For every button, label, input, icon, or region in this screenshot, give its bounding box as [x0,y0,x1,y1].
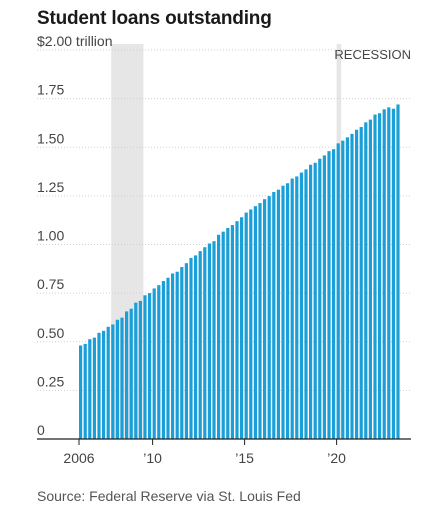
y-tick-label: 0 [37,422,45,438]
bar [327,151,331,439]
bar [212,241,216,439]
bar [129,308,133,439]
bar [359,127,363,439]
bar [230,225,234,439]
bar [198,251,202,439]
bar [345,137,349,439]
y-tick-label: 0.25 [37,373,64,389]
x-tick-label: ’20 [327,450,346,466]
x-tick-label: 2006 [63,450,94,466]
y-tick-label: 0.50 [37,325,64,341]
bar [152,288,156,439]
bar [180,267,184,439]
chart-title: Student loans outstanding [37,8,272,29]
bar [203,247,207,439]
bar [391,108,395,439]
bar [318,158,322,439]
y-tick-label: 1.00 [37,228,64,244]
bar [221,231,225,439]
bar [253,206,257,439]
recession-label: RECESSION [334,47,411,62]
bar [240,217,244,439]
bar [88,339,92,439]
bar [313,162,317,439]
bar [382,109,386,439]
bars [79,104,400,440]
bar [350,133,354,439]
x-tick-label: ’15 [235,450,254,466]
bar [355,129,359,439]
bar [171,273,175,439]
bar [97,332,101,439]
bar [368,119,372,440]
bar [120,317,124,439]
bar [244,212,248,439]
bar [263,199,267,439]
bar [79,345,83,439]
bar [396,104,400,440]
bar [189,257,193,439]
bar [378,113,382,440]
bar [207,243,211,439]
bar [148,293,152,439]
bar [115,319,119,439]
bar [309,164,313,439]
bar [138,300,142,439]
bar [161,281,165,439]
bar [175,271,179,439]
bar [267,196,271,439]
bar [92,337,96,439]
bar [299,172,303,439]
bar [106,326,110,439]
bar [102,330,106,439]
bar [304,169,308,439]
y-tick-label: 1.25 [37,179,64,195]
bar [276,189,280,439]
bar [83,343,87,439]
bar [295,176,299,440]
bar [166,277,170,439]
bar [125,311,129,439]
bar [341,140,345,439]
y-tick-label: 0.75 [37,276,64,292]
bar [364,122,368,439]
bar [143,295,147,439]
bar [387,107,391,439]
bar [281,185,285,439]
bar [194,255,198,439]
bar [157,285,161,439]
bar [111,324,115,439]
x-tick-label: ’10 [143,450,162,466]
bar [290,178,294,439]
bar [134,302,138,439]
bar [184,263,188,439]
bar [235,221,239,439]
bar [373,114,377,439]
bar [286,183,290,439]
y-tick-label: 1.50 [37,130,64,146]
bar [322,155,326,439]
bar [272,191,276,439]
bar [332,149,336,439]
source-note: Source: Federal Reserve via St. Louis Fe… [37,488,301,504]
y-tick-label: 1.75 [37,82,64,98]
y-tick-label: $2.00 trillion [37,33,113,49]
bar [249,209,253,439]
bar [258,203,262,439]
bar [336,143,340,440]
bar [217,234,221,439]
bar [226,227,230,439]
y-axis-labels: $2.00 trillion 1.75 1.50 1.25 1.00 0.75 0.50 0.… [37,33,113,438]
x-axis: 2006 ’10 ’15 ’20 [37,438,411,466]
